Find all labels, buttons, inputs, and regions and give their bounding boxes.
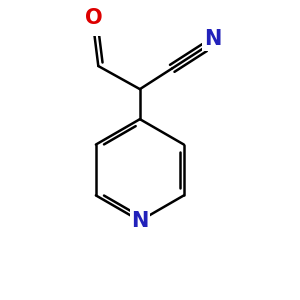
Text: O: O [85,8,103,28]
Text: N: N [131,211,148,231]
Text: N: N [204,29,221,50]
